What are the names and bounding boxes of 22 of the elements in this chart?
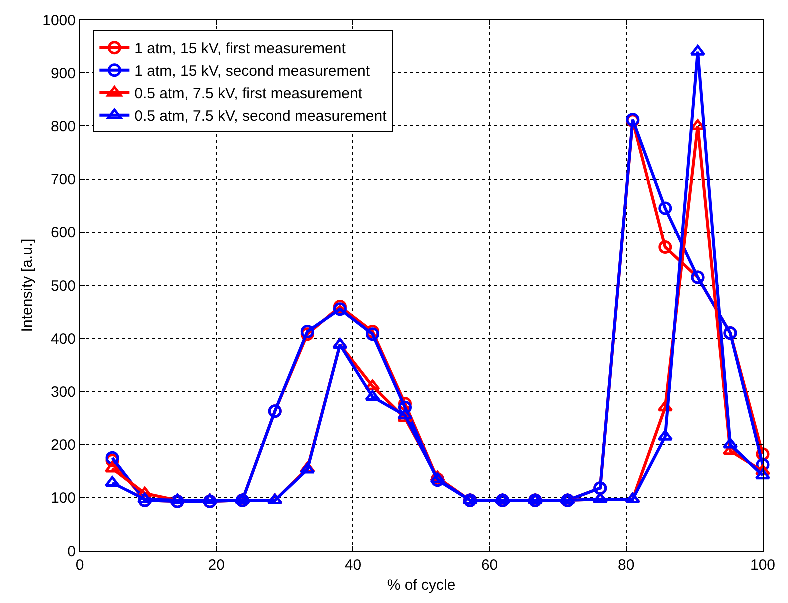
y-tick-label: 200 [50,437,76,454]
y-tick-label: 800 [50,118,76,136]
legend-label: 0.5 atm, 7.5 kV, second measurement [134,108,388,126]
x-tick-label: 20 [208,557,225,574]
y-axis-title: Intensity [a.u.] [18,238,36,332]
legend-label: 0.5 atm, 7.5 kV, first measurement [134,86,364,103]
y-tick-label: 300 [50,384,76,401]
legend-label: 1 atm, 15 kV, second measurement [134,63,371,80]
y-tick-label: 100 [50,490,76,508]
x-tick-label: 60 [481,557,498,574]
x-tick-label: 80 [618,557,635,574]
y-tick-label: 400 [50,330,76,348]
y-tick-label: 1000 [42,12,76,30]
y-tick-label: 600 [50,224,76,242]
y-tick-label: 900 [50,65,76,82]
y-tick-label: 0 [68,543,76,560]
x-axis-title: % of cycle [387,577,456,594]
x-tick-label: 100 [750,557,776,574]
x-tick-label: 40 [344,557,362,574]
y-tick-label: 500 [50,278,76,295]
legend-label: 1 atm, 15 kV, first measurement [134,40,347,58]
y-tick-label: 700 [50,172,76,189]
